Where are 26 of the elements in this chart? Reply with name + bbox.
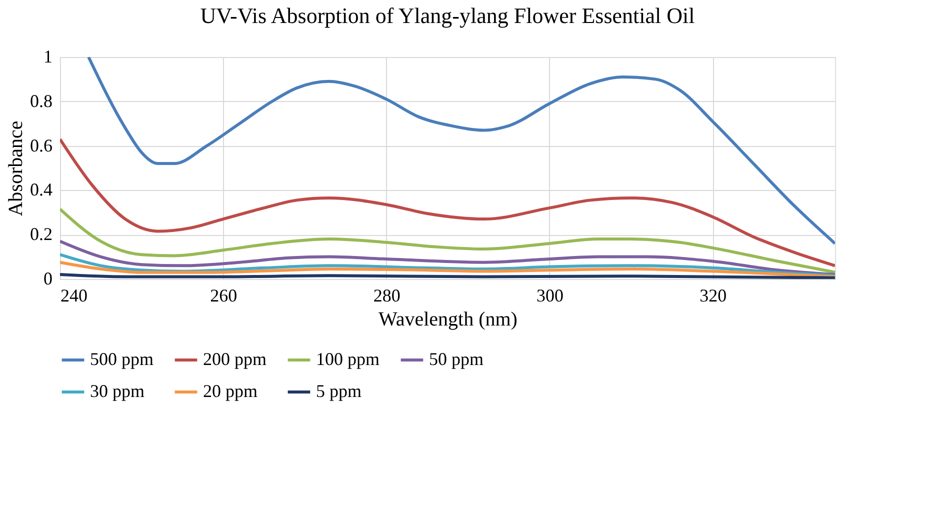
y-tick-label: 0.8 [30,90,52,111]
chart-title: UV-Vis Absorption of Ylang-ylang Flower Essential Oil [200,3,695,28]
x-tick-label: 280 [373,286,400,306]
y-tick-label: 1 [44,46,52,66]
line-series [60,138,835,268]
line-series [87,57,835,245]
y-tick-label: 0 [44,268,52,288]
y-tick-label: 0.6 [30,135,52,156]
legend-label: 100 ppm [316,349,380,369]
x-axis-title: Wavelength (nm) [378,308,518,330]
x-tick-label: 320 [700,286,727,306]
legend-label: 20 ppm [203,381,258,401]
legend-label: 5 ppm [316,381,362,401]
legend-label: 50 ppm [429,349,484,369]
y-tick-label: 0.4 [30,180,52,200]
line-series [60,260,835,278]
x-tick-label: 300 [536,286,564,306]
line-series [60,240,835,276]
x-tick-label: 240 [60,286,88,306]
line-series [60,208,835,274]
legend-label: 500 ppm [90,349,154,369]
legend-label: 30 ppm [90,381,145,401]
legend-label: 200 ppm [203,349,267,369]
x-tick-label: 260 [210,286,238,306]
y-axis-title: Absorbance [5,120,27,216]
y-tick-label: 0.2 [30,224,52,244]
